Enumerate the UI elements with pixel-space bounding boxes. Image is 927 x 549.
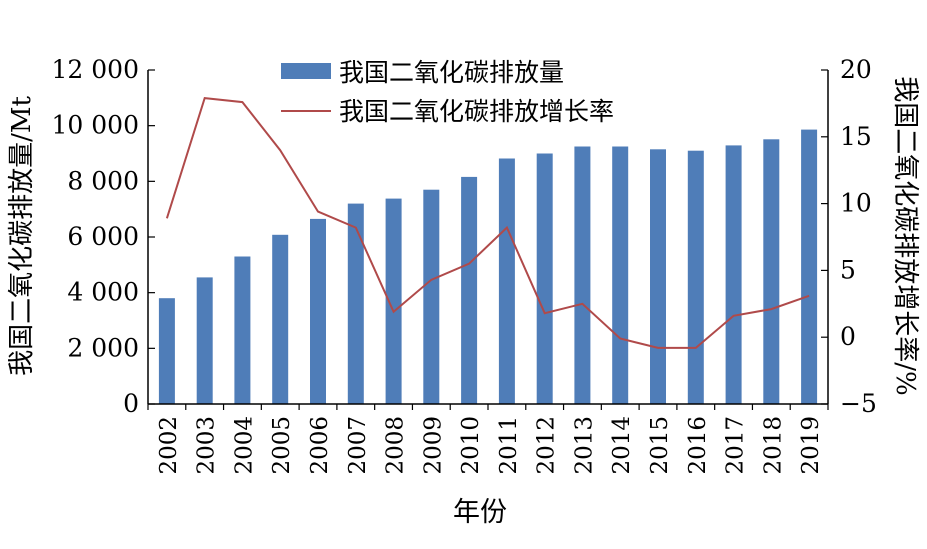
x-tick-label: 2005 xyxy=(269,416,295,475)
bar xyxy=(612,146,629,404)
growth-rate-line xyxy=(165,97,810,349)
y-right-axis-label: 我国二氧化碳排放增长率/% xyxy=(890,76,920,395)
legend: 我国二氧化碳排放量 我国二氧化碳排放增长率 xyxy=(281,58,614,126)
y-left-tick-label: 8 000 xyxy=(67,166,139,195)
x-tick-label: 2009 xyxy=(420,416,446,475)
line-series xyxy=(165,97,810,349)
x-tick-label: 2003 xyxy=(194,416,220,475)
bar xyxy=(650,149,666,404)
bar xyxy=(536,153,553,404)
x-axis-label: 年份 xyxy=(453,497,507,528)
y-right-tick-label: 0 xyxy=(840,322,856,351)
bar xyxy=(498,158,515,404)
y-right-tick-label: 15 xyxy=(840,122,872,151)
x-tick-label: 2002 xyxy=(156,416,182,475)
y-left-tick-label: 2 000 xyxy=(67,333,139,362)
x-tick-label: 2018 xyxy=(760,416,786,475)
x-tick-label: 2011 xyxy=(496,416,522,475)
x-tick-label: 2010 xyxy=(458,416,484,475)
y-left-tick-label: 6 000 xyxy=(67,222,139,251)
legend-bar-label: 我国二氧化碳排放量 xyxy=(339,58,564,87)
bar xyxy=(347,203,364,404)
bar xyxy=(801,129,818,404)
x-tick-label: 2012 xyxy=(534,416,560,475)
bar xyxy=(310,218,326,404)
y-right-tick-label: 5 xyxy=(840,255,856,284)
x-tick-label: 2016 xyxy=(685,416,711,475)
y-right-tick-label: 20 xyxy=(840,55,872,84)
bar xyxy=(725,145,742,404)
y-left-tick-label: 4 000 xyxy=(67,278,139,307)
x-tick-labels: 2002 2003 2004 2005 2006 2007 2008 2009 2010 2011… xyxy=(156,416,824,475)
x-tick-label: 2014 xyxy=(609,416,635,475)
y-left-tick-label: 0 xyxy=(123,389,139,418)
y-left-tick-label: 12 000 xyxy=(52,55,139,84)
bar xyxy=(461,176,478,404)
bar xyxy=(234,256,251,404)
bar-series xyxy=(158,129,818,405)
y-left-tick-labels: 0 2 000 4 000 6 000 8 000 10 000 12 000 xyxy=(52,55,139,418)
x-tick-label: 2013 xyxy=(571,416,597,475)
bar xyxy=(158,298,175,404)
x-tick-label: 2008 xyxy=(383,416,409,475)
bar xyxy=(574,146,591,404)
y-right-tick-labels: −5 0 5 10 15 20 xyxy=(840,55,877,418)
y-left-axis-label: 我国二氧化碳排放量/Mt xyxy=(7,96,37,376)
x-tick-label: 2006 xyxy=(307,416,333,475)
x-tick-label: 2019 xyxy=(798,416,824,475)
x-tick-label: 2007 xyxy=(345,416,371,475)
bar xyxy=(196,277,213,404)
bar xyxy=(423,189,440,404)
bar xyxy=(272,234,289,404)
legend-line-label: 我国二氧化碳排放增长率 xyxy=(339,97,614,126)
x-tick-label: 2017 xyxy=(723,416,749,475)
y-left-tick-label: 10 000 xyxy=(52,111,139,140)
y-right-tick-label: −5 xyxy=(840,389,877,418)
bar xyxy=(385,198,402,404)
y-right-tick-label: 10 xyxy=(840,189,872,218)
x-tick-label: 2015 xyxy=(647,416,673,475)
bar xyxy=(687,150,704,404)
x-tick-label: 2004 xyxy=(231,416,257,475)
axes xyxy=(147,69,829,410)
bar xyxy=(763,139,780,405)
legend-bar-swatch xyxy=(281,63,331,79)
